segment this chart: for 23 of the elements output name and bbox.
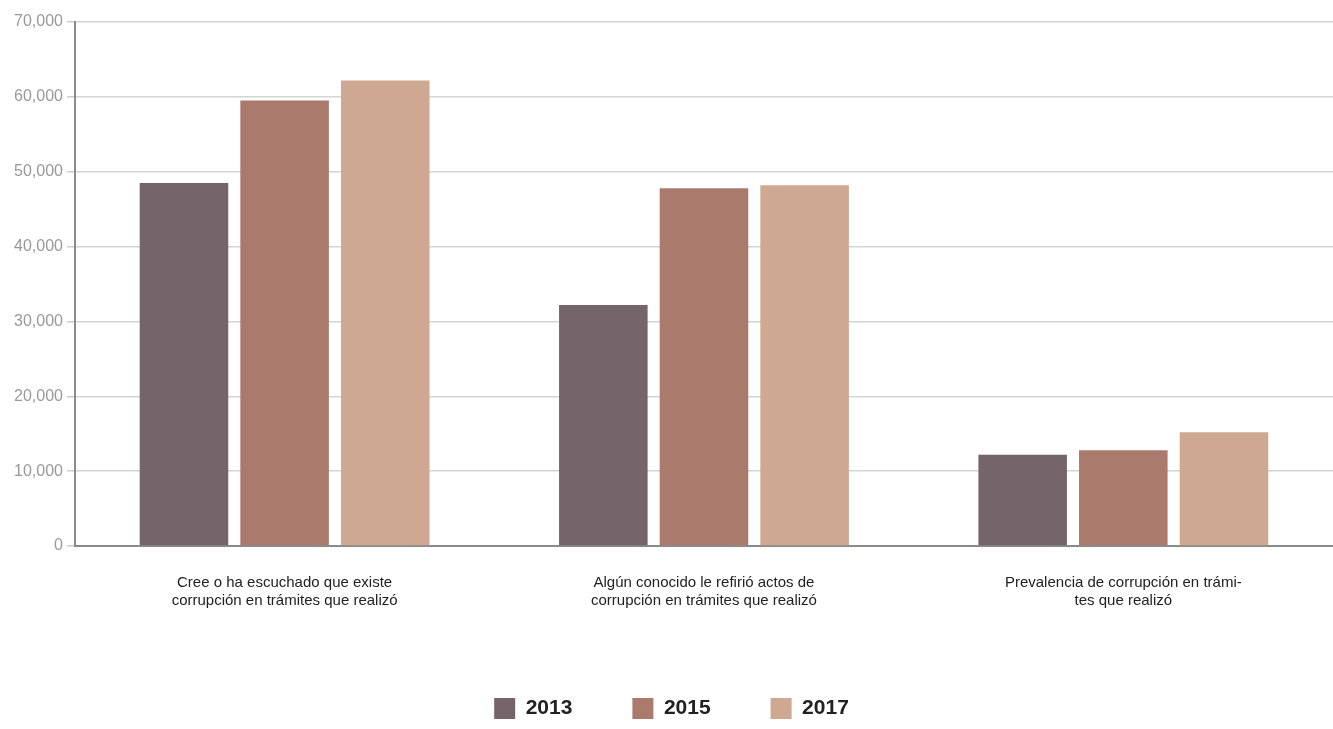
x-tick-label: Cree o ha escuchado que existe corrupción en trámites que realizó (171, 573, 398, 609)
bar (978, 454, 1067, 546)
bar (1079, 450, 1168, 546)
bar (240, 100, 329, 546)
y-tick-label: 60,000 (14, 87, 64, 105)
bar (1179, 432, 1269, 546)
y-tick-label: 70,000 (14, 12, 64, 30)
bar (559, 304, 648, 546)
legend-label: 2017 (802, 695, 849, 719)
y-tick-label: 30,000 (14, 311, 64, 329)
x-tick-label: Prevalencia de corrupción en trámi- tes que realizó (1004, 573, 1242, 609)
bar (139, 182, 229, 546)
y-tick-label: 10,000 (14, 461, 64, 479)
y-tick-label: 20,000 (14, 386, 64, 404)
bar (760, 185, 849, 546)
legend-label: 2015 (663, 695, 711, 719)
x-tick-label: Algún conocido le refirió actos de corrupción en trámites que realizó (590, 573, 817, 609)
y-tick-label: 50,000 (14, 162, 64, 180)
legend-label: 2013 (525, 695, 573, 719)
bar (659, 188, 749, 546)
bar (340, 80, 430, 546)
y-tick-label: 0 (54, 536, 64, 554)
y-tick-label: 40,000 (14, 236, 64, 254)
